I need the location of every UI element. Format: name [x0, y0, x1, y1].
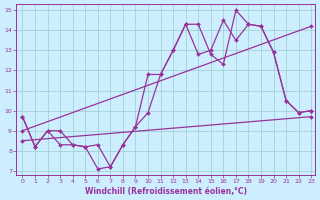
X-axis label: Windchill (Refroidissement éolien,°C): Windchill (Refroidissement éolien,°C)	[84, 187, 247, 196]
